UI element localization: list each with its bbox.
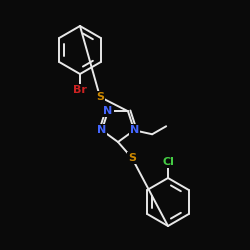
Text: N: N <box>104 106 113 116</box>
Text: Cl: Cl <box>162 157 174 167</box>
Text: S: S <box>128 153 136 163</box>
Text: N: N <box>97 125 106 135</box>
Text: Br: Br <box>73 85 87 95</box>
Text: S: S <box>96 92 104 102</box>
Text: N: N <box>130 125 139 135</box>
